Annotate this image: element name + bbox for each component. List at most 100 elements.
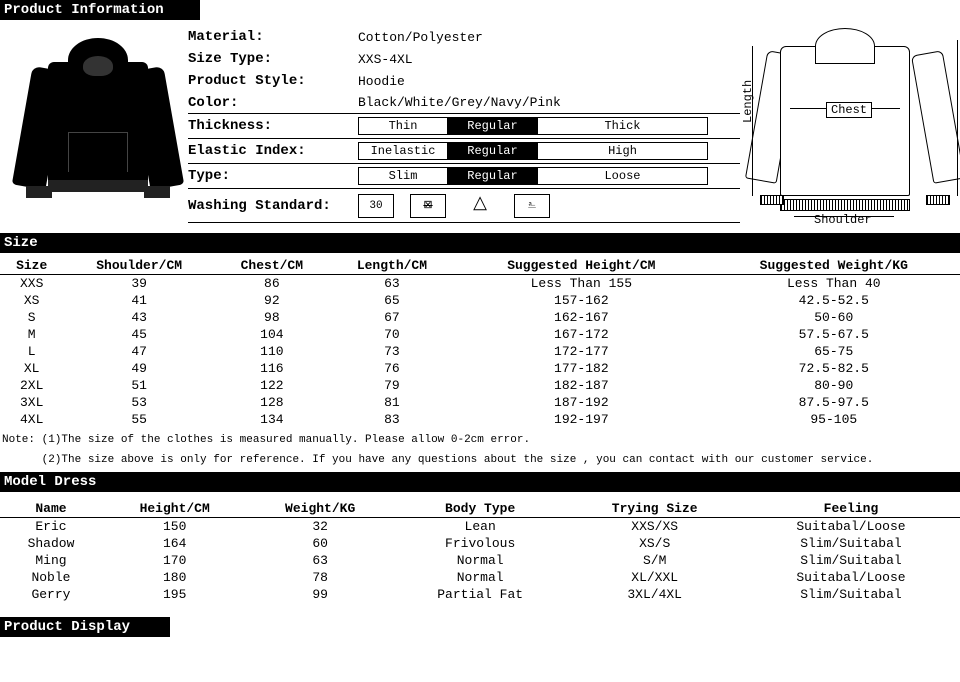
table-cell: 167-172 [455,326,707,343]
table-cell: 195 [102,586,247,603]
table-header: Trying Size [567,500,742,518]
table-header: Suggested Weight/KG [708,257,960,275]
table-row: Shadow16460FrivolousXS/SSlim/Suitabal [0,535,960,552]
table-row: Noble18078NormalXL/XXLSuitabal/Loose [0,569,960,586]
thickness-label: Thickness: [188,118,358,134]
table-cell: 110 [215,343,329,360]
table-cell: 157-162 [455,292,707,309]
note-2: (2)The size above is only for reference.… [0,452,960,472]
table-cell: 150 [102,518,247,536]
table-cell: 2XL [0,377,63,394]
table-cell: 92 [215,292,329,309]
table-cell: 86 [215,275,329,293]
table-cell: 43 [63,309,215,326]
table-cell: 187-192 [455,394,707,411]
table-row: Gerry19599Partial Fat3XL/4XLSlim/Suitaba… [0,586,960,603]
wash-icon: ⊠ [410,194,446,218]
note-1: Note: (1)The size of the clothes is meas… [0,432,960,452]
table-cell: 60 [247,535,392,552]
type-label: Type: [188,168,358,184]
table-cell: 76 [329,360,455,377]
material-value: Cotton/Polyester [358,30,740,45]
table-cell: 70 [329,326,455,343]
elastic-segments: InelasticRegularHigh [358,142,740,160]
material-label: Material: [188,29,358,45]
section-header-model: Model Dress [0,472,960,492]
table-cell: 78 [247,569,392,586]
table-cell: XXS/XS [567,518,742,536]
table-cell: 3XL [0,394,63,411]
table-cell: 45 [63,326,215,343]
table-cell: 164 [102,535,247,552]
table-cell: 182-187 [455,377,707,394]
thickness-segments: ThinRegularThick [358,117,740,135]
segment-option: High [538,142,708,160]
table-cell: 65 [329,292,455,309]
wash-icon: 30 [358,194,394,218]
measurement-diagram: Chest Length Sleeve Shoulder [750,26,960,223]
table-cell: 87.5-97.5 [708,394,960,411]
table-cell: 63 [247,552,392,569]
wash-icon: △ [462,193,498,217]
sizetype-label: Size Type: [188,51,358,67]
segment-option: Inelastic [358,142,448,160]
section-header-product-info: Product Information [0,0,200,20]
color-value: Black/White/Grey/Navy/Pink [358,95,740,110]
table-row: XS419265157-16242.5-52.5 [0,292,960,309]
table-header: Chest/CM [215,257,329,275]
table-cell: 170 [102,552,247,569]
elastic-label: Elastic Index: [188,143,358,159]
table-cell: 134 [215,411,329,428]
table-header: Height/CM [102,500,247,518]
table-cell: Less Than 40 [708,275,960,293]
table-cell: 104 [215,326,329,343]
table-cell: 116 [215,360,329,377]
table-row: XL4911676177-18272.5-82.5 [0,360,960,377]
table-cell: 32 [247,518,392,536]
table-cell: 55 [63,411,215,428]
washing-icons: 30⊠△⎁ [358,193,566,218]
table-cell: 122 [215,377,329,394]
table-cell: Normal [393,552,568,569]
table-cell: Less Than 155 [455,275,707,293]
table-cell: 57.5-67.5 [708,326,960,343]
table-cell: Frivolous [393,535,568,552]
table-cell: 49 [63,360,215,377]
table-cell: 81 [329,394,455,411]
table-cell: 192-197 [455,411,707,428]
sizetype-value: XXS-4XL [358,52,740,67]
dim-shoulder-label: Shoulder [814,213,872,227]
table-cell: XS [0,292,63,309]
table-cell: Slim/Suitabal [742,586,960,603]
table-cell: Noble [0,569,102,586]
dim-length-label: Length [741,80,755,123]
table-cell: 39 [63,275,215,293]
table-cell: 79 [329,377,455,394]
table-cell: XXS [0,275,63,293]
table-cell: 180 [102,569,247,586]
table-cell: 65-75 [708,343,960,360]
table-header: Shoulder/CM [63,257,215,275]
table-header: Weight/KG [247,500,392,518]
table-cell: 51 [63,377,215,394]
table-cell: 80-90 [708,377,960,394]
segment-option: Regular [448,167,538,185]
table-cell: L [0,343,63,360]
table-cell: XS/S [567,535,742,552]
table-row: 3XL5312881187-19287.5-97.5 [0,394,960,411]
table-cell: M [0,326,63,343]
table-header: Body Type [393,500,568,518]
color-label: Color: [188,95,358,111]
table-header: Suggested Height/CM [455,257,707,275]
table-cell: 172-177 [455,343,707,360]
table-cell: 63 [329,275,455,293]
table-cell: 67 [329,309,455,326]
table-cell: Suitabal/Loose [742,518,960,536]
table-row: S439867162-16750-60 [0,309,960,326]
section-header-size: Size [0,233,960,253]
table-row: XXS398663Less Than 155Less Than 40 [0,275,960,293]
segment-option: Loose [538,167,708,185]
table-row: 2XL5112279182-18780-90 [0,377,960,394]
table-row: 4XL5513483192-19795-105 [0,411,960,428]
table-cell: 4XL [0,411,63,428]
